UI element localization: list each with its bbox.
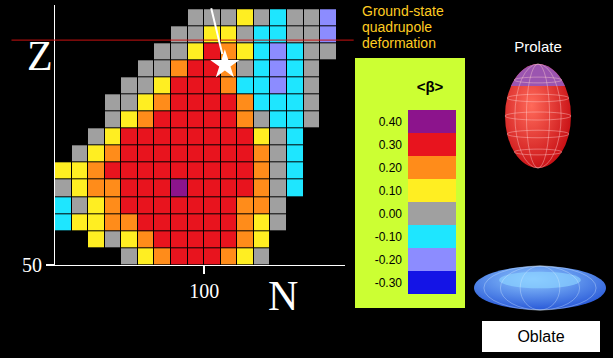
svg-text:0.20: 0.20	[379, 161, 403, 175]
svg-text:N: N	[268, 273, 298, 319]
svg-text:quadrupole: quadrupole	[362, 19, 432, 35]
svg-text:-0.10: -0.10	[375, 230, 403, 244]
svg-text:Oblate: Oblate	[517, 328, 564, 345]
svg-text:<β>: <β>	[417, 78, 444, 95]
svg-text:Z: Z	[27, 33, 53, 79]
svg-text:-0.30: -0.30	[375, 276, 403, 290]
svg-text:0.10: 0.10	[379, 184, 403, 198]
svg-text:0.40: 0.40	[379, 115, 403, 129]
svg-text:Ground-state: Ground-state	[362, 3, 444, 19]
svg-text:0.00: 0.00	[379, 207, 403, 221]
svg-text:deformation: deformation	[362, 35, 436, 51]
svg-text:-0.20: -0.20	[375, 253, 403, 267]
svg-text:50: 50	[22, 254, 42, 276]
svg-text:Prolate: Prolate	[514, 38, 562, 55]
svg-text:0.30: 0.30	[379, 138, 403, 152]
svg-text:100: 100	[189, 280, 219, 302]
